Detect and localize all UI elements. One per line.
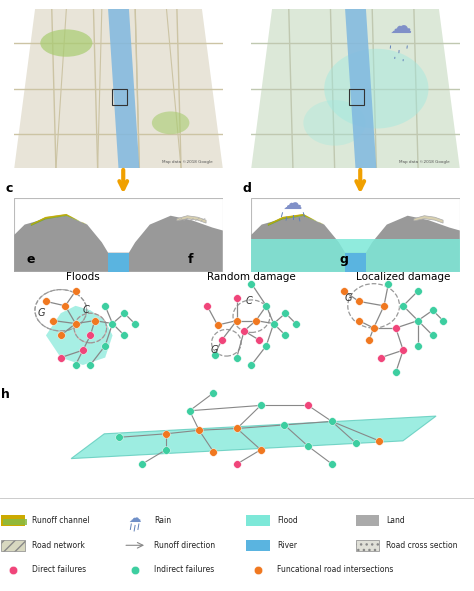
Text: G: G [38,309,46,318]
Text: ☁: ☁ [283,194,303,213]
Text: b: b [241,0,250,2]
Text: Floods: Floods [66,272,100,282]
Polygon shape [251,239,460,272]
Text: d: d [243,182,252,195]
Polygon shape [71,416,436,459]
Polygon shape [46,306,112,365]
Polygon shape [251,216,460,272]
Text: Direct failures: Direct failures [32,565,86,574]
Text: Indirect failures: Indirect failures [154,565,214,574]
Polygon shape [345,9,376,168]
Polygon shape [14,9,223,168]
Text: Road network: Road network [32,541,85,550]
Text: Rain: Rain [154,517,171,525]
Bar [112,89,127,105]
Text: h: h [1,388,10,401]
Polygon shape [177,216,206,223]
Ellipse shape [152,112,190,134]
Bar [356,515,379,527]
Text: Localized damage: Localized damage [356,272,450,282]
Bar [1,540,25,551]
Text: Road cross section: Road cross section [386,541,458,550]
Text: Flood: Flood [277,517,298,525]
Text: e: e [27,253,35,266]
Text: C: C [245,297,252,306]
Polygon shape [14,216,223,272]
Bar [1,515,25,527]
Text: ☁: ☁ [129,512,141,525]
Bar [356,540,379,551]
Polygon shape [268,214,324,226]
Polygon shape [108,253,129,272]
Ellipse shape [40,30,92,57]
Polygon shape [31,214,87,226]
Text: C: C [82,306,89,315]
Polygon shape [46,306,112,365]
Bar [246,515,270,527]
Ellipse shape [303,100,366,145]
Text: a: a [4,0,12,2]
Bar [3,519,27,525]
Text: Funcational road intersections: Funcational road intersections [277,565,394,574]
Text: Runoff channel: Runoff channel [32,517,90,525]
Polygon shape [31,214,87,225]
Text: g: g [340,253,348,266]
Text: Runoff direction: Runoff direction [154,541,215,550]
Text: Map data ©2018 Google: Map data ©2018 Google [399,160,449,164]
Polygon shape [345,253,366,272]
Polygon shape [268,214,324,225]
Text: Land: Land [386,517,405,525]
Text: f: f [188,253,193,266]
Bar [349,89,364,105]
Text: Map data ©2018 Google: Map data ©2018 Google [162,160,212,164]
Text: Random damage: Random damage [207,272,296,282]
Bar [246,540,270,551]
Polygon shape [251,9,460,168]
Polygon shape [108,9,139,168]
Polygon shape [414,216,443,223]
Text: ☁: ☁ [390,17,412,37]
Text: c: c [6,182,13,195]
Text: River: River [277,541,297,550]
Ellipse shape [324,48,428,128]
Text: G: G [345,294,352,303]
Text: G: G [211,345,219,355]
